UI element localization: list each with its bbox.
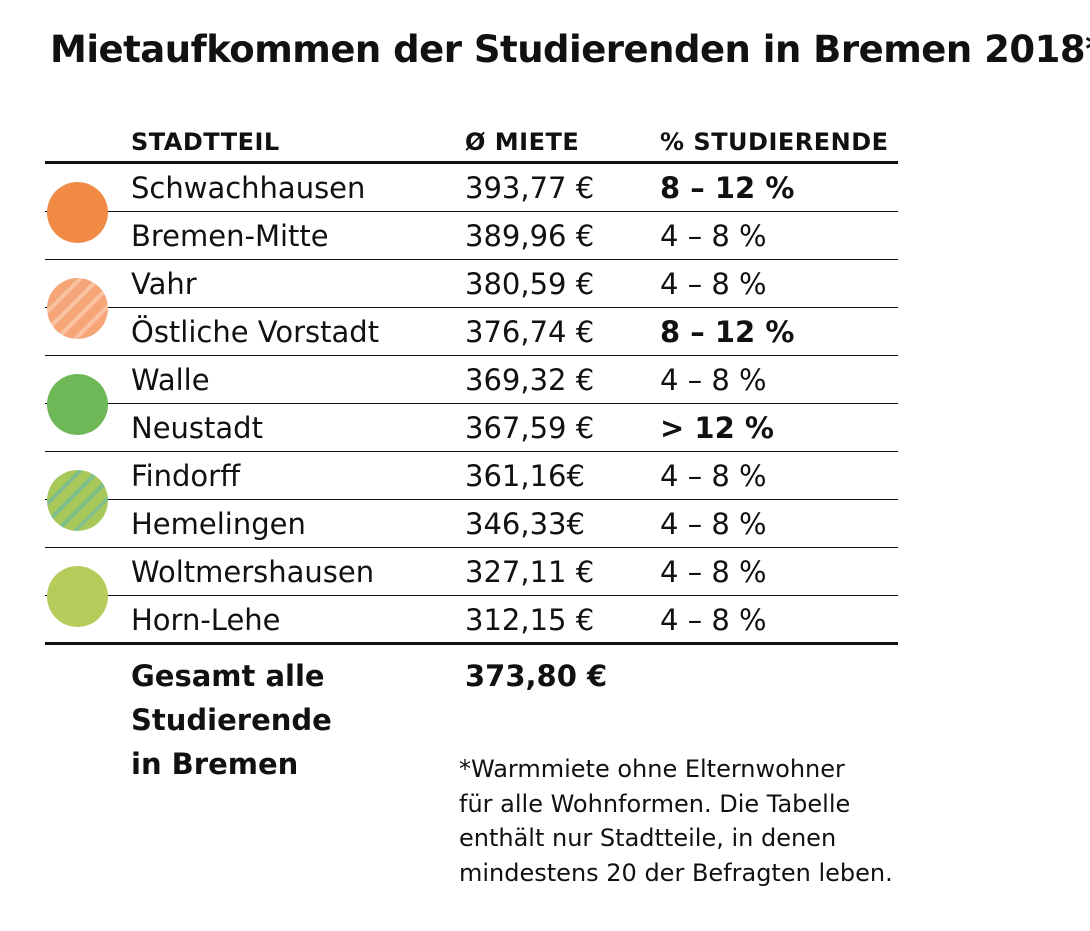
share-cell: > 12 % — [660, 411, 774, 445]
table-row: Schwachhausen 393,77 € 8 – 12 % — [0, 164, 1090, 212]
share-cell: 4 – 8 % — [660, 219, 767, 253]
district-cell: Vahr — [131, 267, 197, 301]
row-divider — [45, 307, 898, 308]
group-color-dot — [47, 182, 108, 243]
table-row: Östliche Vorstadt 376,74 € 8 – 12 % — [0, 308, 1090, 356]
share-cell: 4 – 8 % — [660, 603, 767, 637]
column-header-rent: Ø MIETE — [465, 128, 580, 156]
bottom-rule — [45, 642, 898, 645]
table-row: Findorff 361,16€ 4 – 8 % — [0, 452, 1090, 500]
header-rule — [45, 161, 898, 164]
rent-cell: 312,15 € — [465, 603, 595, 637]
group-color-dot — [47, 374, 108, 435]
rent-cell: 367,59 € — [465, 411, 595, 445]
row-divider — [45, 355, 898, 356]
row-divider — [45, 499, 898, 500]
chart-title: Mietaufkommen der Studierenden in Bremen… — [50, 28, 1090, 71]
district-cell: Hemelingen — [131, 507, 306, 541]
table-row: Bremen-Mitte 389,96 € 4 – 8 % — [0, 212, 1090, 260]
table-row: Walle 369,32 € 4 – 8 % — [0, 356, 1090, 404]
group-color-dot — [47, 278, 108, 339]
table-row: Horn-Lehe 312,15 € 4 – 8 % — [0, 596, 1090, 644]
district-cell: Bremen-Mitte — [131, 219, 329, 253]
share-cell: 4 – 8 % — [660, 459, 767, 493]
share-cell: 8 – 12 % — [660, 315, 795, 349]
share-cell: 4 – 8 % — [660, 507, 767, 541]
footnote-line: für alle Wohnformen. Die Tabelle — [459, 789, 851, 818]
row-divider — [45, 547, 898, 548]
rent-cell: 389,96 € — [465, 219, 595, 253]
group-color-dot — [47, 566, 108, 627]
district-cell: Schwachhausen — [131, 171, 366, 205]
share-cell: 4 – 8 % — [660, 363, 767, 397]
table-row: Vahr 380,59 € 4 – 8 % — [0, 260, 1090, 308]
rent-cell: 376,74 € — [465, 315, 595, 349]
share-cell: 8 – 12 % — [660, 171, 795, 205]
footnote: *Warmmiete ohne Elternwohner für alle Wo… — [459, 752, 893, 890]
row-divider — [45, 595, 898, 596]
rent-cell: 327,11 € — [465, 555, 595, 589]
total-label-line: Gesamt alle — [131, 659, 325, 693]
row-divider — [45, 211, 898, 212]
row-divider — [45, 451, 898, 452]
district-cell: Findorff — [131, 459, 241, 493]
group-color-dot — [47, 470, 108, 531]
rent-cell: 369,32 € — [465, 363, 595, 397]
total-rent: 373,80 € — [465, 659, 608, 693]
district-cell: Neustadt — [131, 411, 263, 445]
rent-cell: 361,16€ — [465, 459, 585, 493]
rent-cell: 393,77 € — [465, 171, 595, 205]
share-cell: 4 – 8 % — [660, 267, 767, 301]
column-header-share: % STUDIERENDE — [660, 128, 889, 156]
total-label-line: Studierende — [131, 703, 332, 737]
district-cell: Walle — [131, 363, 210, 397]
footnote-line: mindestens 20 der Befragten leben. — [459, 858, 893, 887]
district-cell: Woltmershausen — [131, 555, 375, 589]
row-divider — [45, 259, 898, 260]
district-cell: Horn-Lehe — [131, 603, 281, 637]
column-header-district: STADTTEIL — [131, 128, 280, 156]
table-row: Woltmershausen 327,11 € 4 – 8 % — [0, 548, 1090, 596]
share-cell: 4 – 8 % — [660, 555, 767, 589]
rent-cell: 346,33€ — [465, 507, 585, 541]
table-row: Hemelingen 346,33€ 4 – 8 % — [0, 500, 1090, 548]
footnote-line: *Warmmiete ohne Elternwohner — [459, 755, 845, 783]
total-label: Gesamt alle Studierende in Bremen — [131, 654, 332, 786]
row-divider — [45, 403, 898, 404]
district-cell: Östliche Vorstadt — [131, 315, 380, 349]
footnote-line: enthält nur Stadtteile, in denen — [459, 824, 837, 852]
total-label-line: in Bremen — [131, 747, 299, 781]
table-row: Neustadt 367,59 € > 12 % — [0, 404, 1090, 452]
rent-cell: 380,59 € — [465, 267, 595, 301]
